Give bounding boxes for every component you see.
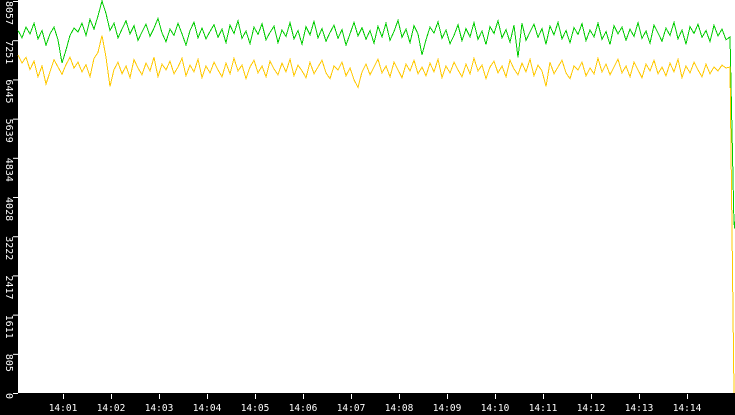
x-tick-label: 14:14: [673, 403, 702, 414]
x-tick-label: 14:03: [145, 403, 174, 414]
y-tick-label: 4028: [3, 197, 14, 221]
y-tick-label: 7251: [3, 40, 14, 64]
x-tick-label: 14:12: [577, 403, 606, 414]
x-tick-label: 14:05: [241, 403, 270, 414]
x-tick-label: 14:07: [337, 403, 366, 414]
x-tick-label: 14:01: [49, 403, 78, 414]
y-tick-label: 805: [3, 354, 14, 372]
y-tick-label: 0: [3, 393, 14, 399]
y-tick-label: 2417: [3, 275, 14, 299]
y-tick-label: 6445: [3, 79, 14, 103]
y-tick-label: 4834: [3, 158, 14, 182]
x-tick-label: 14:13: [625, 403, 654, 414]
x-tick-label: 14:08: [385, 403, 414, 414]
x-tick-label: 14:09: [433, 403, 462, 414]
y-axis-band: [0, 0, 18, 415]
y-tick-label: 1611: [3, 315, 14, 339]
x-tick-label: 14:10: [481, 403, 510, 414]
x-tick-label: 14:04: [193, 403, 222, 414]
rx-line: [17, 0, 735, 226]
tx-line: [17, 35, 735, 394]
x-tick-label: 14:02: [97, 403, 126, 414]
y-tick-label: 5639: [3, 119, 14, 143]
y-tick-label: 8057: [3, 1, 14, 25]
x-tick-label: 14:11: [529, 403, 558, 414]
x-axis-band: [0, 393, 735, 415]
x-tick-label: 14:06: [289, 403, 318, 414]
y-tick-label: 3222: [3, 236, 14, 260]
